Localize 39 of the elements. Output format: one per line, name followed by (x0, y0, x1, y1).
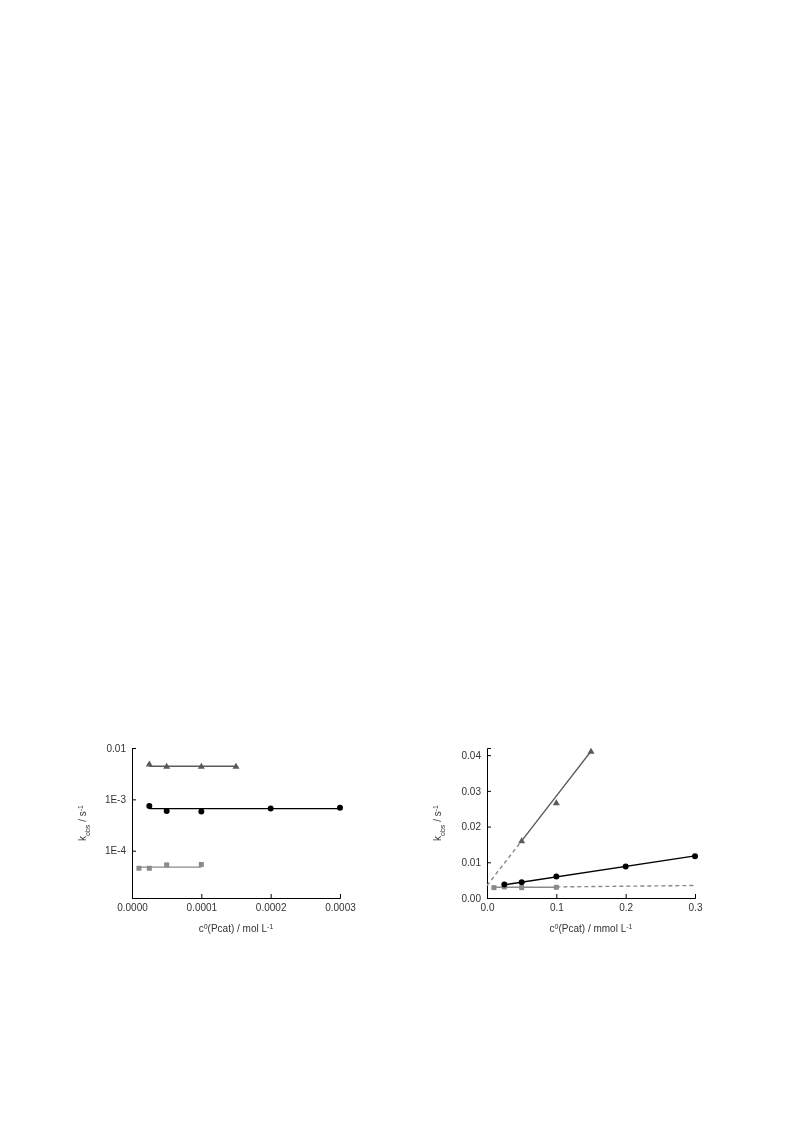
point (337, 804, 343, 811)
x-tick-label: 0.0002 (255, 902, 287, 914)
point (232, 762, 240, 769)
point (198, 808, 205, 815)
x-tick-label: 0.0001 (186, 902, 218, 914)
y-tick-label: 0.04 (461, 749, 482, 761)
point (197, 762, 205, 769)
y-tick-label: 0.02 (461, 821, 482, 833)
point (552, 799, 560, 806)
y-tick-label: 1E-3 (104, 794, 127, 806)
point (198, 861, 204, 867)
point (136, 865, 142, 871)
y-tick-label: 1E-4 (104, 845, 127, 857)
x-tick-label: 0.0003 (325, 902, 357, 914)
point (267, 805, 274, 812)
point (553, 884, 559, 890)
x-axis-title: c$^{0}$(Pcat) / mmol L$^{-1}$ (549, 922, 633, 934)
x-tick-label: 0.0 (480, 902, 495, 914)
y-tick-label: 0.00 (461, 892, 482, 904)
x-tick-label: 0.3 (688, 902, 703, 914)
point (164, 862, 170, 868)
point (518, 879, 525, 886)
point (553, 873, 560, 880)
y-tick-label: 0.01 (461, 856, 482, 868)
point (163, 762, 171, 769)
point (587, 747, 595, 754)
point (491, 885, 497, 891)
point (163, 808, 170, 815)
y-tick-label: 0.03 (461, 785, 482, 797)
y-tick-label: 0.01 (106, 742, 127, 754)
point (622, 863, 629, 870)
x-tick-label: 0.0000 (117, 902, 149, 914)
point (519, 885, 525, 891)
point (692, 853, 698, 860)
x-tick-label: 0.1 (549, 902, 565, 914)
point (146, 865, 152, 871)
x-tick-label: 0.2 (619, 902, 634, 914)
point (146, 803, 153, 810)
x-axis-title: c$^{0}$(Pcat) / mol L$^{-1}$ (198, 922, 274, 934)
